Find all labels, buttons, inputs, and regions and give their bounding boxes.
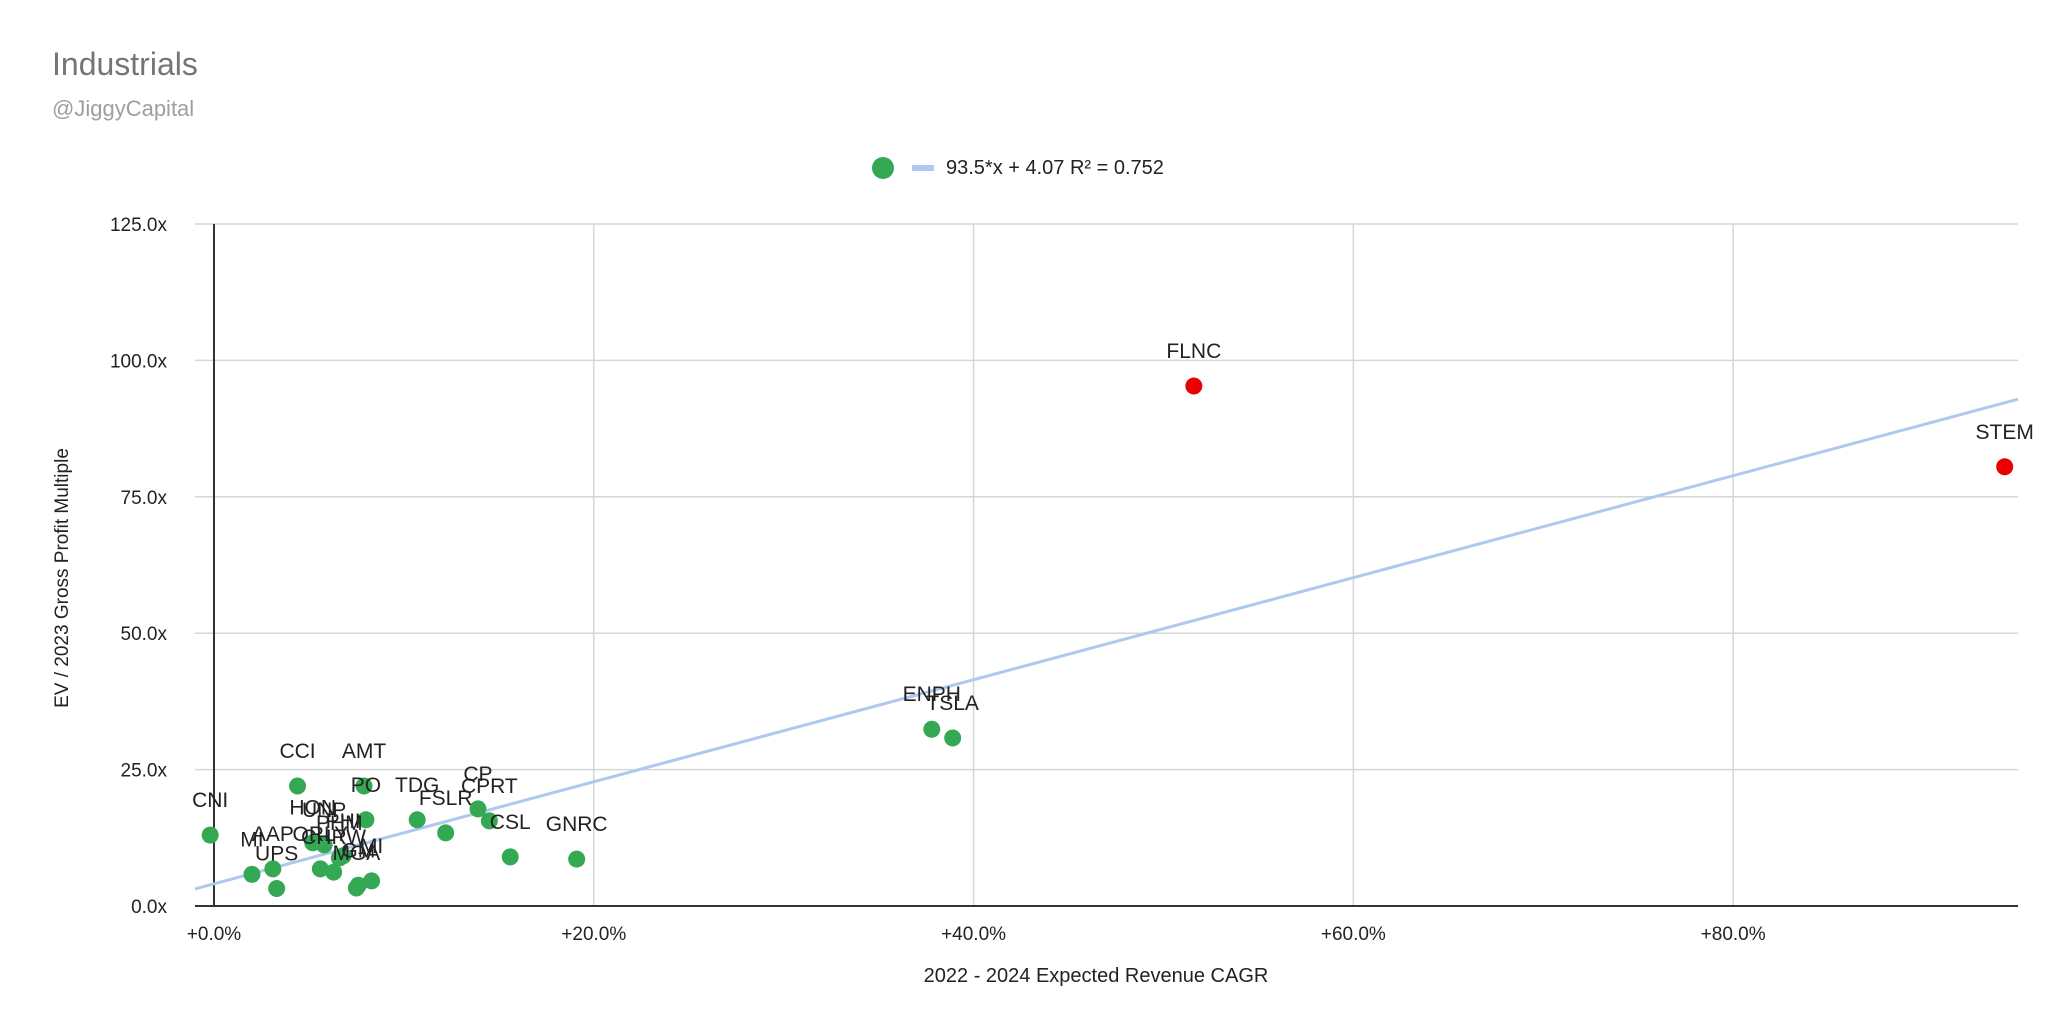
data-label: ORLY [293, 823, 349, 846]
data-point [243, 865, 261, 883]
y-tick-label: 75.0x [121, 488, 168, 509]
y-tick-label: 0.0x [131, 897, 167, 918]
data-point [315, 836, 333, 854]
data-point [355, 777, 373, 795]
data-point [501, 848, 519, 866]
y-tick-label: 100.0x [110, 351, 168, 372]
data-label: CSL [490, 811, 531, 834]
trendline [194, 397, 2019, 891]
data-label: HON [289, 797, 336, 820]
data-point [480, 812, 498, 830]
data-label: AMT [342, 740, 387, 763]
data-label: PO [351, 774, 381, 797]
axes: 0.0x 25.0x 50.0x 75.0x 100.0x 125.0x +0.0% +20.… [110, 215, 2018, 945]
x-tick-label: +60.0% [1321, 924, 1386, 945]
data-point [469, 800, 487, 818]
data-label: UPS [255, 843, 298, 866]
legend: 93.5*x + 4.07 R² = 0.752 [872, 150, 1164, 186]
data-point [1996, 458, 2014, 476]
chart-subtitle: @JiggyCapital [52, 96, 195, 121]
data-label: ENPH [903, 683, 961, 706]
data-point [325, 863, 343, 881]
data-label: GNRC [546, 813, 608, 836]
data-point [437, 824, 455, 842]
data-label: CP [463, 763, 492, 786]
chart-title: Industrials [52, 46, 198, 82]
data-point [311, 860, 329, 878]
data-label: CNI [192, 789, 228, 812]
data-point [201, 826, 219, 844]
legend-trendline-marker [912, 165, 934, 171]
data-point [408, 811, 426, 829]
y-axis-label: EV / 2023 Gross Profit Multiple [52, 448, 73, 708]
data-labels: CNIMIAAPUPSCCIHONORLYUNPCHRWPHMPHIMGAGMA… [192, 340, 2034, 865]
data-label: GM [341, 839, 375, 862]
data-label: PHM [316, 812, 363, 835]
data-point [349, 876, 367, 894]
data-point [289, 777, 307, 795]
legend-series-marker [872, 157, 894, 179]
x-tick-label: +40.0% [941, 924, 1006, 945]
data-point [268, 880, 286, 898]
data-label: AAP [252, 823, 294, 846]
data-label: CPRT [461, 775, 518, 798]
data-label: TDG [395, 774, 439, 797]
data-point [568, 850, 586, 868]
x-tick-label: +80.0% [1701, 924, 1766, 945]
data-point [357, 811, 375, 829]
y-tick-label: 50.0x [121, 624, 168, 645]
data-point [264, 860, 282, 878]
data-label: TSLA [926, 692, 979, 715]
data-label: FSLR [419, 787, 473, 810]
legend-trendline-label: 93.5*x + 4.07 R² = 0.752 [946, 156, 1164, 179]
x-tick-label: +0.0% [187, 924, 242, 945]
data-label: PHI [326, 810, 361, 833]
data-label: MGA [332, 842, 380, 865]
x-tick-label: +20.0% [561, 924, 626, 945]
data-label: MI [240, 828, 263, 851]
y-tick-label: 25.0x [121, 761, 168, 782]
data-point [334, 847, 352, 865]
gridlines [195, 223, 2018, 906]
data-point [1185, 377, 1203, 395]
data-point [363, 872, 381, 890]
data-points [201, 377, 2014, 898]
data-label: CHRW [301, 826, 366, 849]
data-label: UNP [302, 799, 346, 822]
data-label: STEM [1976, 421, 2034, 444]
x-axis-label: 2022 - 2024 Expected Revenue CAGR [924, 965, 1269, 987]
data-point [923, 720, 941, 738]
data-point [944, 729, 962, 747]
data-label: CCI [279, 740, 315, 763]
data-label: MI [360, 835, 383, 858]
data-label: FLNC [1166, 340, 1221, 363]
y-tick-label: 125.0x [110, 215, 168, 236]
